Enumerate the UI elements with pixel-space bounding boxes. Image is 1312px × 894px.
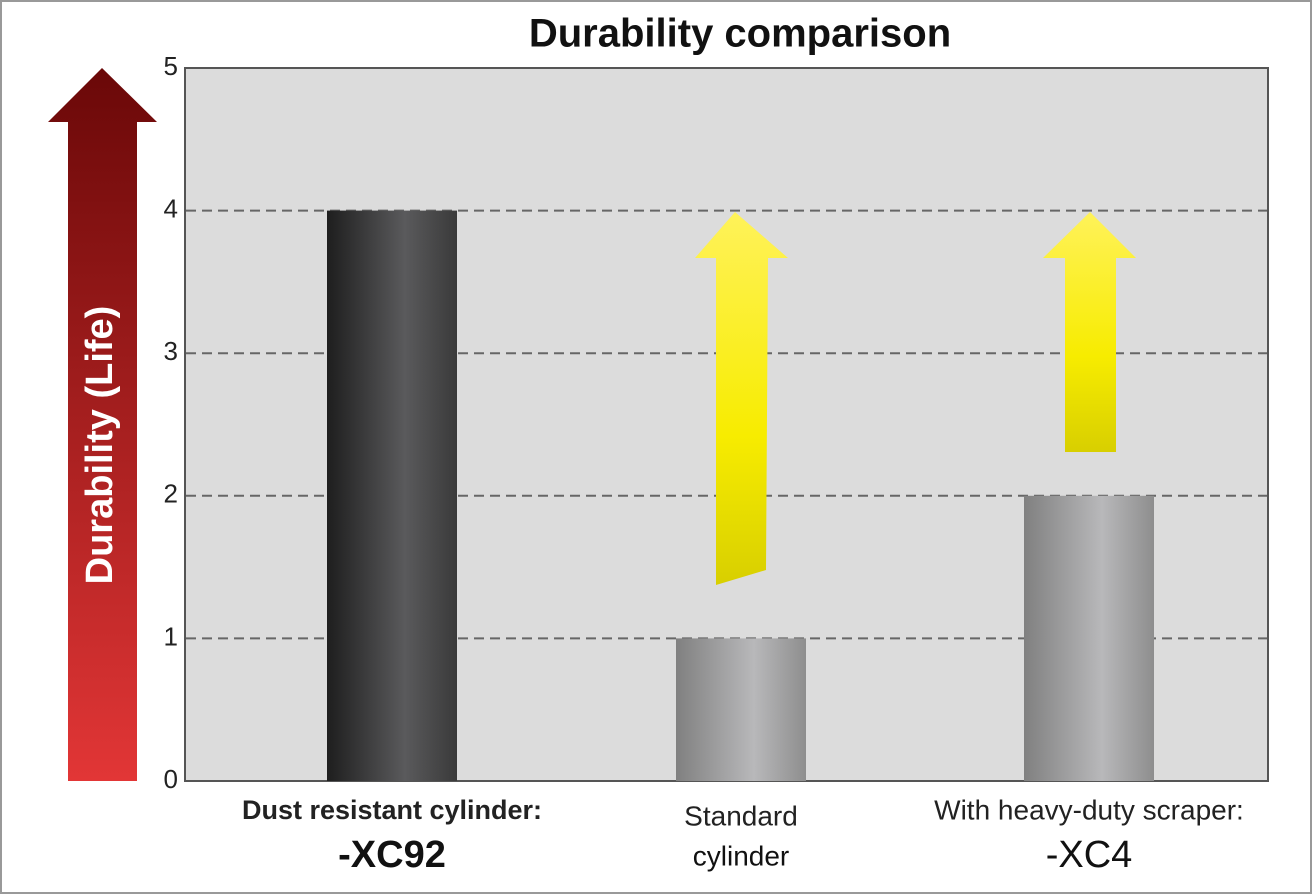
x-tick-label: -XC92 <box>338 834 446 876</box>
x-tick-label: Standard <box>684 800 798 831</box>
y-tick-label: 5 <box>164 51 178 81</box>
y-tick-label: 0 <box>164 764 178 794</box>
bar <box>327 210 457 782</box>
y-axis-label: Durability (Life) <box>79 306 121 585</box>
x-tick-label: cylinder <box>693 840 789 871</box>
bar <box>676 638 806 781</box>
improvement-arrow <box>695 212 788 585</box>
improvement-arrow <box>1043 212 1136 452</box>
y-tick-label: 3 <box>164 336 178 366</box>
bar <box>1024 495 1154 781</box>
chart-title: Durability comparison <box>529 12 951 56</box>
y-tick-label: 2 <box>164 479 178 509</box>
y-tick-label: 1 <box>164 621 178 651</box>
x-tick-label: With heavy-duty scraper: <box>934 794 1244 825</box>
x-tick-label: Dust resistant cylinder: <box>242 795 542 825</box>
y-axis-arrow <box>48 68 157 781</box>
x-tick-label: -XC4 <box>1046 834 1133 876</box>
y-tick-label: 4 <box>164 193 178 223</box>
